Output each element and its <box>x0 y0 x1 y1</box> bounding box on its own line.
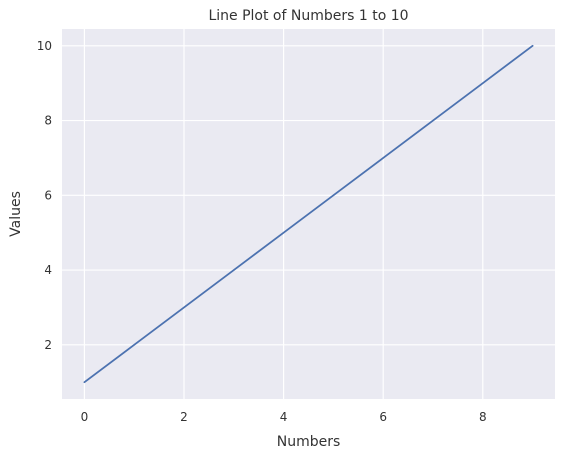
y-tick-label: 10 <box>37 39 52 53</box>
x-tick-label: 8 <box>479 410 487 424</box>
x-tick-label: 4 <box>280 410 288 424</box>
grid-lines <box>62 29 555 399</box>
y-axis-label: Values <box>8 191 24 237</box>
x-tick-label: 6 <box>379 410 387 424</box>
tick-labels: 0 2 4 6 8 2 4 6 8 10 <box>37 39 487 424</box>
x-axis-label: Numbers <box>277 434 341 450</box>
y-tick-label: 4 <box>44 263 52 277</box>
y-tick-label: 8 <box>44 114 52 128</box>
chart-title: Line Plot of Numbers 1 to 10 <box>208 8 408 24</box>
series-line <box>83 44 534 384</box>
x-tick-label: 2 <box>180 410 188 424</box>
y-tick-label: 2 <box>44 338 52 352</box>
y-tick-label: 6 <box>44 188 52 202</box>
x-tick-label: 0 <box>81 410 89 424</box>
